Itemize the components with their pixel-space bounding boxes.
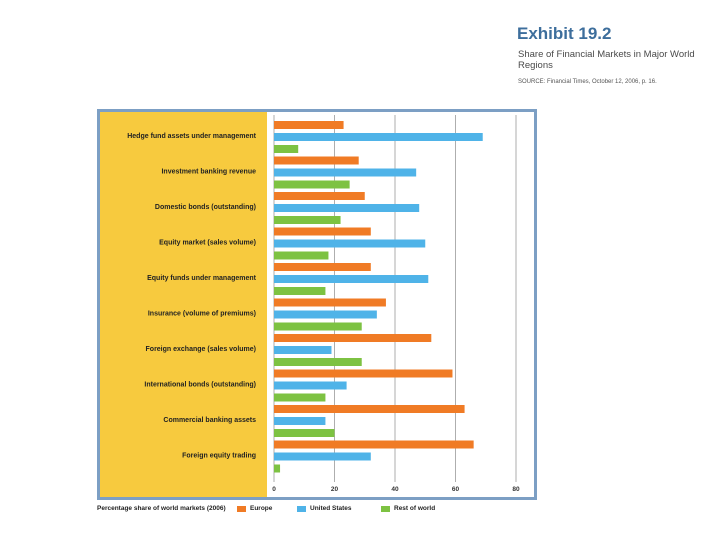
plot-border (97, 109, 537, 500)
bar-rest-of-world-hedge-fund-assets-under-management (274, 145, 299, 153)
bar-europe-insurance-volume-of-premiums (274, 298, 386, 307)
bar-rest-of-world-insurance-volume-of-premiums (274, 322, 362, 331)
category-label: Insurance (volume of premiums) (148, 311, 256, 318)
bar-rest-of-world-foreign-equity-trading (274, 464, 281, 473)
bar-rest-of-world-investment-banking-revenue (274, 180, 350, 189)
bar-united-states-hedge-fund-assets-under-management (274, 133, 483, 141)
x-tick-label: 40 (391, 486, 399, 493)
label-panel (100, 112, 267, 497)
x-tick-label: 20 (331, 486, 339, 493)
bar-europe-hedge-fund-assets-under-management (274, 121, 344, 129)
legend-swatch-united-states (297, 506, 306, 512)
legend-swatch-rest-of-world (381, 506, 390, 512)
bar-europe-equity-market-sales-volume (274, 227, 371, 236)
bar-europe-foreign-exchange-sales-volume (274, 334, 432, 342)
bar-united-states-domestic-bonds-outstanding (274, 204, 420, 212)
bar-united-states-equity-funds-under-management (274, 275, 429, 283)
bar-united-states-investment-banking-revenue (274, 168, 417, 177)
exhibit-source: SOURCE: Financial Times, October 12, 200… (518, 79, 657, 85)
bar-europe-domestic-bonds-outstanding (274, 192, 365, 200)
bar-rest-of-world-international-bonds-outstanding (274, 393, 326, 402)
bar-europe-commercial-banking-assets (274, 405, 465, 413)
bar-rest-of-world-foreign-exchange-sales-volume (274, 358, 362, 366)
bar-united-states-insurance-volume-of-premiums (274, 310, 377, 319)
legend-label-rest-of-world: Rest of world (394, 505, 436, 512)
x-tick-label: 0 (272, 486, 276, 493)
category-label: Investment banking revenue (161, 169, 256, 176)
bar-europe-equity-funds-under-management (274, 263, 371, 271)
category-label: International bonds (outstanding) (144, 382, 256, 389)
category-label: Foreign equity trading (182, 453, 256, 460)
x-tick-label: 60 (452, 486, 460, 493)
exhibit-subtitle: Share of Financial Markets in Major Worl… (518, 49, 695, 71)
category-label: Hedge fund assets under management (127, 133, 256, 140)
legend-swatch-europe (237, 506, 246, 512)
exhibit-title: Exhibit 19.2 (517, 24, 612, 43)
x-tick-label: 80 (512, 486, 520, 493)
bar-united-states-foreign-exchange-sales-volume (274, 346, 332, 354)
bar-rest-of-world-commercial-banking-assets (274, 429, 335, 437)
category-label: Foreign exchange (sales volume) (146, 346, 256, 353)
bar-rest-of-world-equity-market-sales-volume (274, 251, 329, 260)
legend: Percentage share of world markets (2006)… (97, 503, 717, 517)
bar-europe-investment-banking-revenue (274, 156, 359, 165)
bar-europe-foreign-equity-trading (274, 440, 474, 449)
bar-united-states-international-bonds-outstanding (274, 381, 347, 390)
legend-label-europe: Europe (250, 505, 273, 512)
bar-united-states-commercial-banking-assets (274, 417, 326, 425)
bar-europe-international-bonds-outstanding (274, 369, 453, 378)
category-label: Domestic bonds (outstanding) (155, 204, 256, 211)
bar-united-states-equity-market-sales-volume (274, 239, 426, 248)
category-label: Equity market (sales volume) (159, 240, 256, 247)
bar-united-states-foreign-equity-trading (274, 452, 371, 461)
category-label: Commercial banking assets (163, 417, 256, 424)
x-axis-title: Percentage share of world markets (2006) (97, 505, 226, 512)
legend-label-united-states: United States (310, 505, 352, 512)
bar-rest-of-world-domestic-bonds-outstanding (274, 216, 341, 224)
bar-rest-of-world-equity-funds-under-management (274, 287, 326, 295)
category-label: Equity funds under management (147, 275, 257, 282)
